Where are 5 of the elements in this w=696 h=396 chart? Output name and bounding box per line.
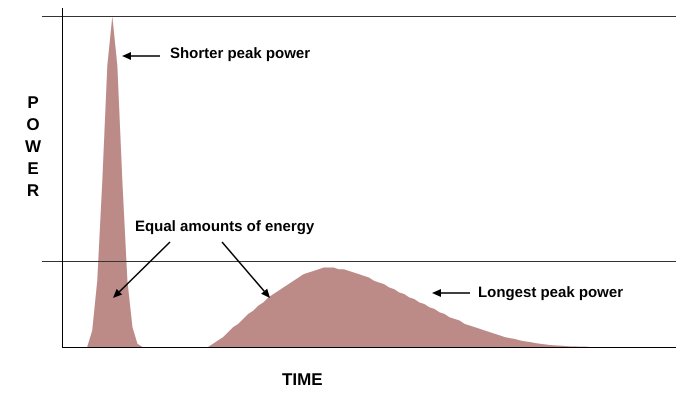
- x-axis-title: TIME: [282, 370, 323, 390]
- annotation: Shorter peak power: [170, 45, 310, 62]
- y-axis-title: POWER: [24, 92, 42, 202]
- annotation: Longest peak power: [478, 284, 624, 301]
- annotation: Equal amounts of energy: [135, 218, 314, 235]
